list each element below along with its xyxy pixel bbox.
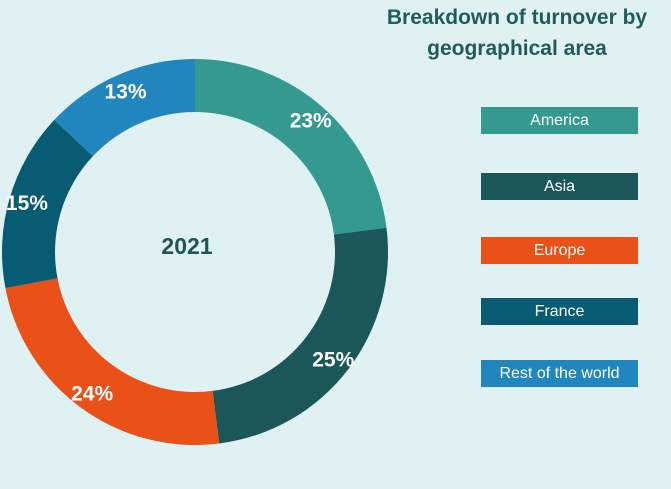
center-year-label: 2021 — [161, 233, 212, 259]
legend-item-america: America — [481, 107, 638, 134]
legend-item-france: France — [481, 298, 638, 325]
donut-slice-france — [1, 119, 93, 289]
legend-item-asia: Asia — [481, 173, 638, 200]
donut-slice-america — [195, 59, 387, 235]
chart-title-line-1: Breakdown of turnover by — [386, 6, 648, 29]
slice-label-america: 23% — [290, 110, 332, 133]
slice-label-france: 15% — [6, 192, 48, 215]
slice-label-rest-of-the-world: 13% — [104, 80, 146, 103]
donut-slice-europe — [5, 278, 220, 446]
legend-item-rest-of-the-world: Rest of the world — [481, 360, 638, 387]
chart-title-line-2: geographical area — [427, 37, 607, 60]
slice-label-asia: 25% — [312, 348, 354, 371]
legend-item-europe: Europe — [481, 237, 638, 264]
donut-slice-asia — [212, 227, 388, 444]
chart-title: Breakdown of turnover by geographical ar… — [352, 2, 671, 64]
donut-slice-rest-of-the-world — [54, 58, 196, 157]
slice-label-europe: 24% — [71, 383, 113, 406]
